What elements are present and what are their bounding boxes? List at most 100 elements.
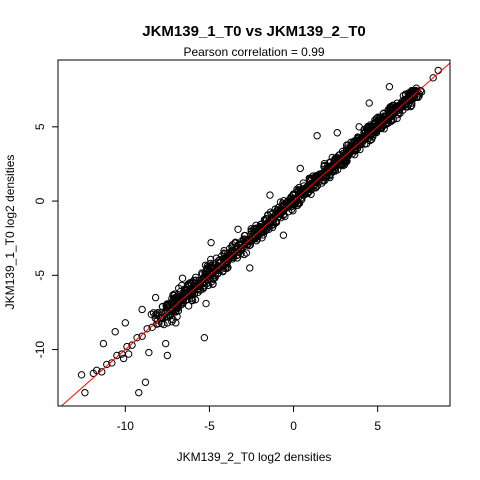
y-tick-label: 5	[33, 123, 47, 130]
data-point	[220, 246, 228, 255]
data-point	[204, 272, 212, 280]
data-point	[273, 207, 282, 215]
data-point	[234, 251, 242, 259]
data-point	[143, 325, 151, 333]
x-tick-label: 5	[374, 419, 381, 433]
data-point	[388, 116, 396, 124]
data-point	[173, 312, 181, 321]
data-point	[313, 132, 321, 140]
data-point	[342, 141, 351, 149]
data-point	[151, 314, 160, 322]
points-group	[60, 62, 450, 406]
data-point	[266, 191, 274, 199]
data-point	[206, 270, 214, 278]
data-point	[133, 333, 141, 342]
data-point	[234, 225, 242, 233]
data-point	[261, 227, 270, 235]
data-point	[128, 341, 136, 349]
data-point	[200, 333, 209, 342]
data-point	[141, 378, 150, 386]
data-point	[365, 99, 373, 107]
data-point	[370, 127, 378, 135]
fit-line	[60, 62, 450, 406]
data-point	[402, 99, 411, 108]
data-point	[194, 282, 202, 291]
data-point	[207, 238, 215, 247]
data-point	[375, 114, 383, 122]
data-point	[111, 328, 119, 336]
data-point	[189, 284, 198, 293]
data-point	[81, 388, 89, 397]
data-point	[99, 339, 108, 348]
data-point	[158, 302, 167, 311]
data-point	[178, 274, 187, 282]
data-point	[138, 305, 146, 314]
data-point	[241, 231, 249, 240]
data-point	[272, 217, 280, 226]
data-point	[93, 366, 101, 375]
data-point	[289, 207, 297, 215]
data-point	[214, 257, 223, 265]
data-point	[138, 332, 146, 340]
data-point	[313, 175, 322, 183]
y-tick-label: -5	[33, 270, 47, 281]
data-point	[250, 232, 259, 241]
data-point	[222, 254, 230, 263]
data-point	[403, 103, 412, 111]
data-point	[160, 320, 168, 329]
data-point	[77, 371, 86, 379]
data-point	[151, 293, 160, 302]
data-point	[392, 107, 401, 115]
data-point	[108, 359, 116, 367]
data-point	[392, 106, 400, 114]
data-point	[384, 105, 393, 114]
data-point	[166, 311, 174, 320]
data-point	[393, 114, 401, 123]
data-point	[207, 255, 215, 264]
data-point	[121, 319, 130, 327]
data-point	[197, 276, 206, 284]
data-point	[216, 266, 224, 274]
data-point	[135, 388, 143, 397]
plot-frame	[57, 59, 451, 407]
data-point	[352, 141, 360, 149]
data-point	[342, 152, 350, 161]
data-point	[271, 205, 279, 213]
data-point	[338, 159, 347, 168]
data-point	[163, 351, 172, 360]
data-point	[231, 239, 239, 247]
data-point	[313, 171, 322, 180]
data-point	[257, 225, 265, 234]
data-point	[287, 199, 295, 207]
data-point	[246, 264, 254, 272]
data-point	[196, 286, 204, 294]
data-point	[123, 342, 131, 351]
data-point	[304, 182, 312, 191]
data-point	[202, 299, 210, 308]
data-point	[162, 301, 170, 309]
data-point	[206, 259, 215, 268]
data-point	[350, 150, 359, 159]
data-point	[113, 351, 121, 360]
data-point	[201, 261, 210, 269]
data-point	[246, 241, 255, 249]
data-point	[280, 202, 288, 210]
data-point	[331, 154, 339, 163]
data-point	[293, 185, 301, 194]
data-point	[252, 224, 261, 232]
data-point	[156, 314, 165, 323]
data-point	[346, 149, 355, 157]
data-point	[177, 301, 185, 309]
data-point	[361, 140, 369, 148]
data-point	[333, 129, 341, 137]
data-point	[416, 86, 425, 95]
x-tick-label: 0	[290, 419, 297, 433]
data-point	[299, 179, 307, 187]
data-point	[296, 164, 304, 173]
data-point	[429, 74, 437, 82]
data-point	[305, 187, 314, 195]
data-point	[321, 169, 329, 177]
data-point	[385, 109, 393, 117]
